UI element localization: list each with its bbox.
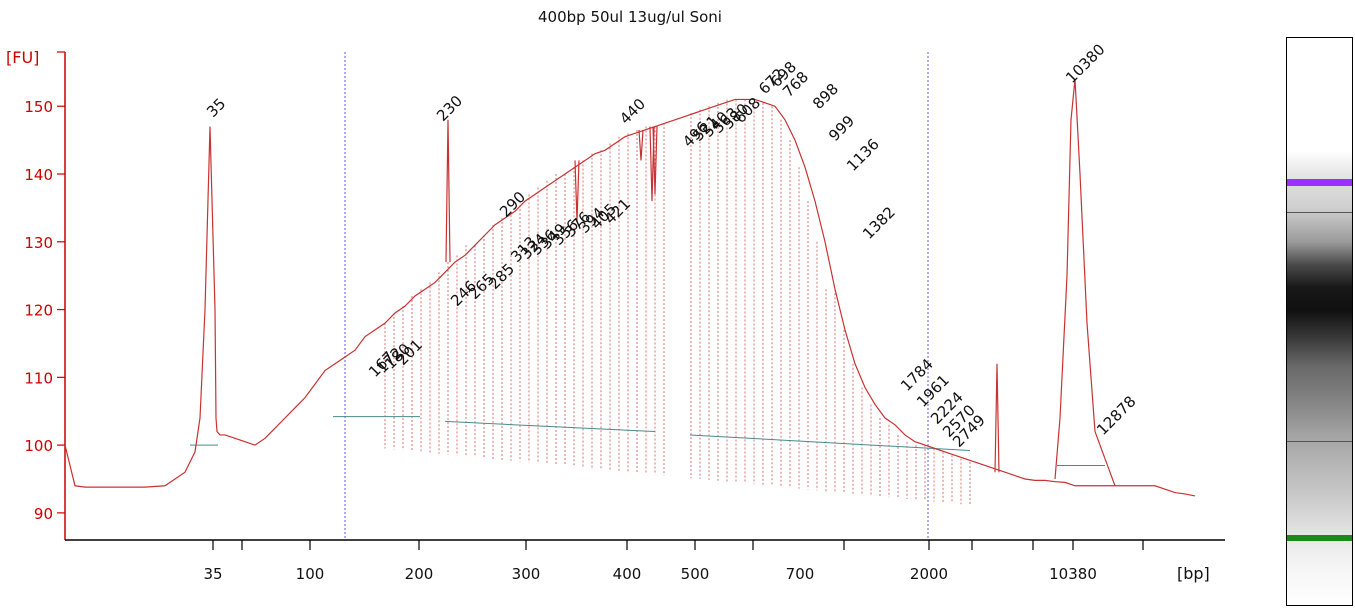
peak-label: 440 bbox=[616, 95, 649, 128]
x-axis-label: [bp] bbox=[1177, 564, 1210, 583]
x-tick-label: 2000 bbox=[910, 565, 948, 583]
gel-band-faint bbox=[1287, 441, 1352, 442]
baseline-segment bbox=[444, 420, 656, 433]
y-tick-label: 150 bbox=[24, 98, 53, 116]
data-trace bbox=[64, 98, 1196, 497]
x-tick-label: 35 bbox=[203, 565, 222, 583]
chart-title: 400bp 50ul 13ug/ul Soni bbox=[538, 8, 722, 26]
peak-integration-bins bbox=[190, 99, 1105, 506]
trace-line bbox=[64, 98, 1196, 497]
y-tick-label: 140 bbox=[24, 166, 53, 184]
peak-spikes bbox=[445, 79, 1116, 486]
y-axis-label: [FU] bbox=[6, 48, 39, 67]
y-tick-label: 110 bbox=[24, 369, 53, 387]
x-tick-label: 100 bbox=[296, 565, 325, 583]
peak-label: 898 bbox=[809, 80, 842, 113]
peak-spike bbox=[638, 129, 644, 161]
y-tick-label: 120 bbox=[24, 302, 53, 320]
upper-marker-label: 10380 bbox=[1062, 40, 1108, 86]
baseline-segment bbox=[689, 434, 971, 452]
y-axis: 90 100 110 120 130 140 150 bbox=[24, 51, 66, 540]
region-guide-lines bbox=[344, 52, 929, 540]
peak-label: 1382 bbox=[859, 203, 899, 243]
x-tick-label: 300 bbox=[512, 565, 541, 583]
x-axis: 35 100 200 300 400 500 700 2000 10380 bbox=[65, 539, 1225, 583]
gel-band-lower-marker bbox=[1287, 535, 1352, 541]
gel-band-upper-marker bbox=[1287, 179, 1352, 186]
y-tick-label: 100 bbox=[24, 437, 53, 455]
x-tick-label: 200 bbox=[405, 565, 434, 583]
electropherogram-chart: 400bp 50ul 13ug/ul Soni [FU] [bp] 90 100 1… bbox=[6, 8, 1225, 583]
peak-spike bbox=[994, 363, 1000, 473]
peak-labels: 3516717218020123024626528529031332433634… bbox=[203, 40, 1139, 450]
peak-label: 999 bbox=[825, 112, 858, 145]
gel-band-faint bbox=[1287, 212, 1352, 213]
x-tick-label: 10380 bbox=[1049, 565, 1097, 583]
x-tick-label: 500 bbox=[681, 565, 710, 583]
peak-label: 1136 bbox=[843, 135, 883, 175]
peak-label: 230 bbox=[433, 92, 466, 125]
lower-marker-label: 35 bbox=[203, 95, 229, 121]
y-tick-label: 130 bbox=[24, 234, 53, 252]
y-tick-label: 90 bbox=[34, 505, 53, 523]
peak-label: 12878 bbox=[1093, 392, 1139, 438]
x-tick-label: 700 bbox=[786, 565, 815, 583]
upper-marker-peak bbox=[1054, 79, 1116, 486]
peak-spike bbox=[445, 119, 451, 263]
peak-spike bbox=[652, 126, 658, 195]
x-tick-label: 400 bbox=[613, 565, 642, 583]
virtual-gel-lane bbox=[1286, 37, 1353, 606]
peak-spike bbox=[574, 160, 580, 222]
peak-label: 290 bbox=[496, 188, 529, 221]
